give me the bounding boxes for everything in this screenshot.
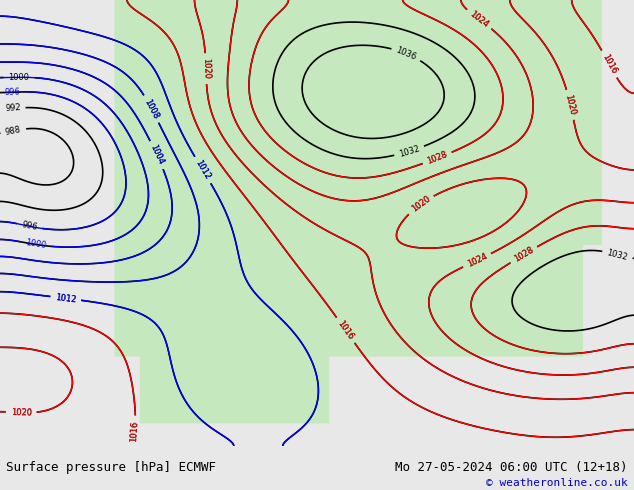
Text: 1012: 1012 [193, 159, 212, 181]
Text: 992: 992 [4, 103, 21, 114]
Text: 1004: 1004 [148, 144, 165, 167]
Text: 1016: 1016 [600, 53, 618, 75]
Text: 1032: 1032 [398, 144, 420, 159]
Text: 996: 996 [4, 88, 21, 97]
Text: 1008: 1008 [143, 98, 160, 121]
Text: 1032: 1032 [606, 248, 629, 262]
Text: 1024: 1024 [468, 9, 490, 29]
Text: 1028: 1028 [426, 150, 449, 166]
Text: 1012: 1012 [193, 159, 212, 181]
Text: 1028: 1028 [426, 150, 449, 166]
Text: Surface pressure [hPa] ECMWF: Surface pressure [hPa] ECMWF [6, 462, 216, 474]
Text: 988: 988 [4, 125, 22, 137]
Text: 1024: 1024 [466, 252, 489, 269]
Text: 996: 996 [21, 220, 38, 232]
Text: 1024: 1024 [468, 9, 490, 29]
Text: 1020: 1020 [201, 58, 210, 79]
Text: 1008: 1008 [143, 98, 160, 121]
Text: 1020: 1020 [410, 195, 432, 214]
Text: 1012: 1012 [55, 293, 77, 304]
Text: 1004: 1004 [148, 144, 165, 167]
Text: 1020: 1020 [410, 195, 432, 214]
Text: © weatheronline.co.uk: © weatheronline.co.uk [486, 478, 628, 488]
Text: 1028: 1028 [512, 245, 535, 264]
Text: 1016: 1016 [336, 319, 356, 342]
Text: 1020: 1020 [564, 94, 577, 116]
Text: 1036: 1036 [395, 46, 418, 62]
Text: 1020: 1020 [201, 58, 210, 79]
Text: 1020: 1020 [11, 408, 32, 417]
Text: 1028: 1028 [512, 245, 535, 264]
Text: 1000: 1000 [25, 239, 47, 250]
Text: 1016: 1016 [336, 319, 356, 342]
Text: 1016: 1016 [129, 420, 140, 442]
Text: 1020: 1020 [564, 94, 577, 116]
Text: 1024: 1024 [466, 252, 489, 269]
Text: 1016: 1016 [129, 420, 140, 442]
Text: 1012: 1012 [55, 293, 77, 304]
Text: 1016: 1016 [600, 53, 618, 75]
Text: Mo 27-05-2024 06:00 UTC (12+18): Mo 27-05-2024 06:00 UTC (12+18) [395, 462, 628, 474]
Text: 1020: 1020 [11, 408, 32, 417]
Text: 1000: 1000 [9, 73, 30, 82]
